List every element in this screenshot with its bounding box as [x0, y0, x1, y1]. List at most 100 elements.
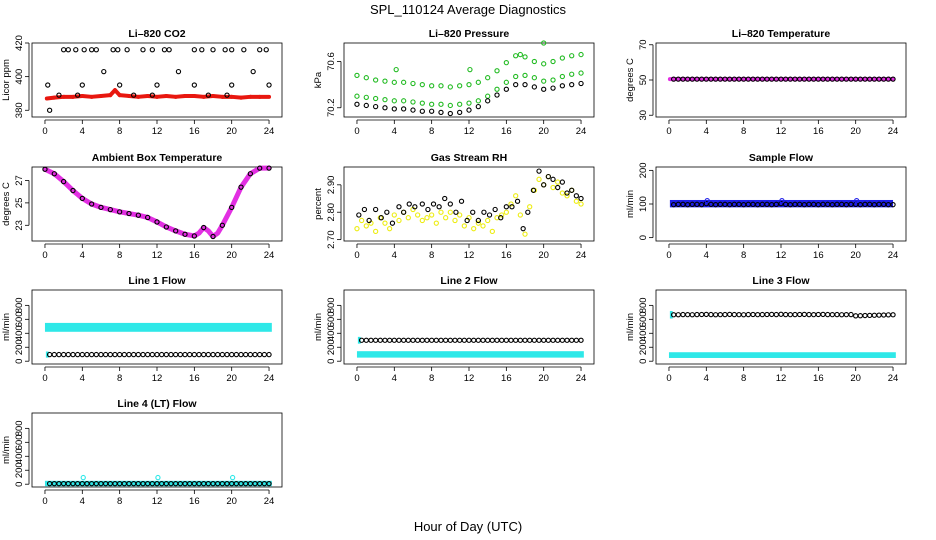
line3-avg-point — [759, 311, 765, 318]
line3-avg-point — [801, 311, 807, 318]
rh-avg-point — [475, 217, 481, 224]
line2-avg-point — [405, 337, 411, 343]
box_temp-avg-point — [154, 219, 160, 225]
line2-avg-point — [386, 337, 393, 343]
line2-avg-point — [461, 337, 467, 343]
line1-raw-band — [44, 322, 272, 332]
line3-avg-point — [787, 311, 793, 318]
line4-plot-frame — [31, 412, 283, 488]
pressure-avg-point — [438, 109, 444, 116]
line1-x-tick-label: 8 — [117, 373, 122, 384]
rh-raw-point — [419, 217, 425, 224]
licor_temp-x-tick-label: 24 — [888, 126, 899, 137]
line3-avg-point — [778, 311, 784, 317]
line2-avg-point — [400, 337, 407, 343]
line3-series-raw — [668, 352, 896, 358]
rh-avg-point — [520, 226, 526, 232]
pressure-mid-point — [513, 73, 519, 80]
line4-outliers-point — [155, 474, 161, 481]
co2-ref-point — [46, 107, 53, 113]
licor_temp-y-tick-label: 30 — [638, 110, 649, 121]
rh-raw-point — [503, 209, 509, 215]
pressure-mid-point — [559, 73, 566, 80]
sample_flow-series-outliers — [704, 197, 860, 204]
rh-raw-point — [363, 223, 369, 229]
box_temp-ylabel: degrees C — [1, 182, 12, 226]
line1-avg-point — [191, 351, 197, 358]
line1-y-tick-label: 400 — [14, 325, 25, 341]
sample_flow-title: Sample Flow — [749, 152, 814, 164]
pressure-avg-point — [354, 101, 360, 107]
line2-avg-point — [377, 337, 383, 343]
sample_flow-y-tick-label: 0 — [638, 235, 649, 240]
rh-raw-point — [405, 215, 411, 221]
licor_temp-x-tick-label: 12 — [776, 126, 787, 137]
pressure-upper-point — [419, 81, 425, 88]
sample_flow-plot-frame — [655, 166, 907, 242]
pressure-mid-point — [550, 77, 556, 83]
pressure-avg-point — [363, 102, 369, 109]
sample_flow-series-avg — [670, 201, 896, 208]
line3-avg-point — [815, 311, 821, 318]
box_temp-avg-point — [210, 233, 216, 240]
line3-avg-point — [829, 311, 836, 318]
pressure-x-tick-label: 24 — [576, 126, 587, 137]
sample_flow-outliers-point — [704, 197, 710, 204]
co2-ref-point — [93, 47, 99, 53]
sample_flow-avg-point — [773, 201, 779, 207]
co2-ref-point — [210, 47, 216, 53]
box_temp-x-tick-label: 12 — [152, 250, 163, 261]
box_temp-avg-point — [173, 228, 179, 234]
rh-avg-point — [378, 215, 384, 221]
rh-avg-point — [492, 206, 498, 213]
line3-avg-point — [806, 311, 812, 318]
line3-avg-point — [712, 312, 719, 318]
line4-raw-band — [44, 480, 272, 487]
line1-avg-point — [149, 351, 155, 358]
box_temp-avg-point — [70, 187, 76, 194]
pressure-upper-point — [429, 83, 435, 89]
line1-avg-point — [187, 351, 193, 358]
rh-avg-point — [503, 204, 509, 210]
pressure-avg-point — [503, 86, 509, 92]
pressure-avg-point — [410, 107, 416, 113]
pressure-x-tick-label: 16 — [501, 126, 512, 137]
sample_flow-x-tick-label: 16 — [813, 250, 824, 261]
line2-y-tick-label: 400 — [326, 325, 337, 341]
pressure-mid-point — [447, 102, 453, 109]
line3-avg-point — [881, 312, 887, 318]
pressure-avg-point — [429, 108, 435, 114]
line2-x-tick-label: 12 — [464, 373, 475, 384]
line2-avg-point — [471, 337, 477, 343]
co2-ref-point — [45, 82, 51, 88]
pressure-outliers-point — [541, 40, 547, 46]
rh-x-tick-label: 4 — [392, 250, 397, 261]
co2-ref-point — [149, 92, 155, 98]
co2-ref-point — [81, 47, 87, 53]
line3-x-tick-label: 4 — [704, 373, 709, 384]
line1-avg-point — [74, 351, 81, 358]
line1-avg-point — [93, 351, 99, 358]
line2-x-tick-label: 8 — [429, 373, 434, 384]
line1-avg-point — [56, 351, 62, 358]
rh-avg-point — [530, 187, 537, 193]
licor_temp-x-tick-label: 20 — [850, 126, 861, 137]
line3-y-tick-label: 200 — [638, 339, 649, 355]
line1-avg-point — [177, 351, 183, 358]
co2-x-tick-label: 8 — [117, 126, 122, 137]
sample_flow-avg-point — [778, 201, 784, 207]
line1-avg-point — [210, 351, 216, 358]
rh-x-tick-label: 0 — [354, 250, 359, 261]
line1-avg-point — [51, 351, 57, 358]
licor_temp-x-tick-label: 4 — [704, 126, 709, 137]
pressure-series-outliers — [393, 40, 547, 73]
line2-avg-point — [522, 337, 528, 343]
line2-avg-point — [517, 337, 524, 343]
pressure-upper-point — [475, 79, 481, 85]
line1-title: Line 1 Flow — [128, 275, 186, 287]
line1-avg-point — [126, 351, 132, 358]
line2-avg-point — [569, 337, 575, 343]
licor_temp-title: Li–820 Temperature — [732, 28, 831, 40]
box_temp-avg-point — [247, 171, 254, 177]
co2-ref-point — [175, 68, 182, 75]
